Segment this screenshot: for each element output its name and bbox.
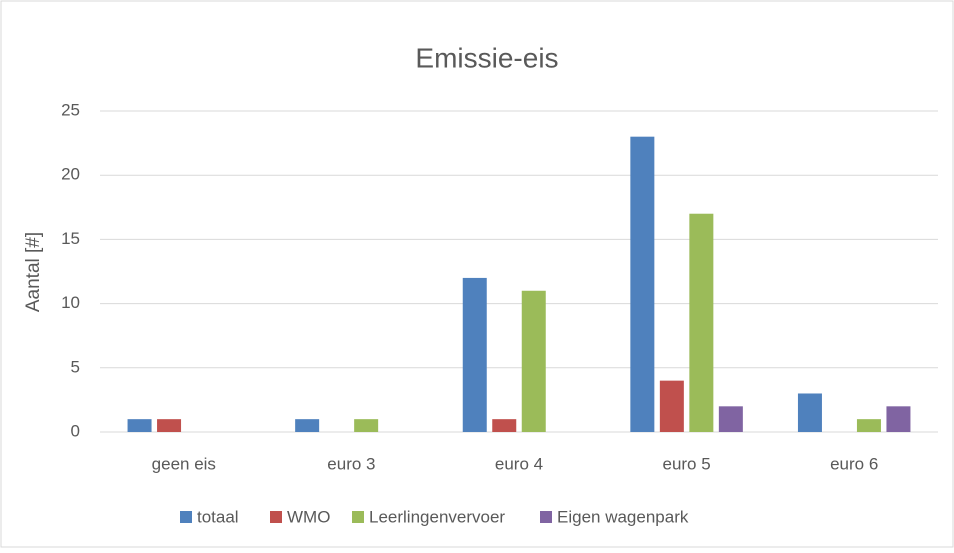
bar	[157, 419, 182, 432]
y-tick-label: 15	[61, 229, 80, 248]
legend-swatch	[180, 511, 192, 523]
y-tick-label: 25	[61, 100, 80, 119]
bar	[521, 290, 546, 432]
x-tick-label: euro 3	[327, 454, 375, 473]
legend-label: WMO	[287, 507, 330, 526]
x-tick-label: geen eis	[152, 454, 216, 473]
bar	[354, 419, 379, 432]
bar	[689, 213, 714, 432]
legend-label: totaal	[197, 507, 239, 526]
x-tick-label: euro 4	[495, 454, 543, 473]
y-tick-label: 10	[61, 293, 80, 312]
y-tick-label: 5	[71, 357, 80, 376]
x-tick-label: euro 5	[662, 454, 710, 473]
bar	[462, 277, 487, 432]
legend-label: Leerlingenvervoer	[369, 507, 505, 526]
bar	[797, 393, 822, 432]
y-axis-label: Aantal [#]	[23, 232, 44, 312]
legend-swatch	[270, 511, 282, 523]
bar	[127, 419, 152, 432]
bar	[886, 406, 911, 432]
legend-swatch	[352, 511, 364, 523]
bar	[492, 419, 517, 432]
y-tick-label: 20	[61, 165, 80, 184]
legend-swatch	[540, 511, 552, 523]
bar	[630, 136, 655, 432]
bar	[295, 419, 320, 432]
legend-label: Eigen wagenpark	[557, 507, 689, 526]
bar	[856, 419, 881, 432]
y-tick-label: 0	[71, 421, 80, 440]
x-tick-label: euro 6	[830, 454, 878, 473]
bar	[659, 380, 684, 432]
bar	[718, 406, 743, 432]
chart-title: Emissie-eis	[415, 42, 558, 73]
